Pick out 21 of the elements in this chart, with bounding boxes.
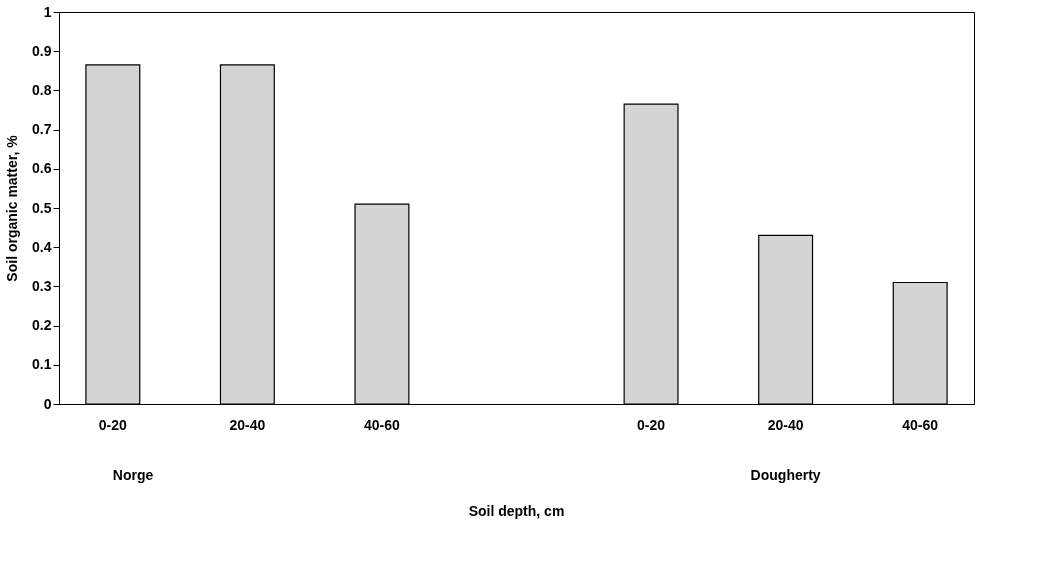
x-tick-label: 0-20 xyxy=(637,416,666,433)
y-tick-label: 0.9 xyxy=(32,42,52,59)
text: Soil depth, cm xyxy=(468,503,565,519)
text: Dougherty xyxy=(750,467,821,483)
y-tick-label: 0.5 xyxy=(32,199,52,216)
y-tick-label: 0.6 xyxy=(32,160,52,177)
text: Norge xyxy=(112,467,154,483)
x-tick-label: 40-60 xyxy=(364,416,401,433)
y-axis-title: Soil organic matter, % xyxy=(4,134,21,282)
x-tick-label: 20-40 xyxy=(767,416,804,433)
y-tick-label: 0.3 xyxy=(32,277,52,294)
x-tick-label: 20-40 xyxy=(229,416,266,433)
y-tick-label: 0.2 xyxy=(32,317,52,334)
y-tick-label: 0 xyxy=(43,395,52,412)
x-tick-label: 40-60 xyxy=(902,416,939,433)
x-tick-label: 0-20 xyxy=(98,416,128,433)
y-tick-label: 0.7 xyxy=(32,121,52,138)
y-tick-label: 0.1 xyxy=(32,356,52,373)
y-tick-label: 0.4 xyxy=(32,238,52,255)
y-tick-label: 0.8 xyxy=(32,81,52,98)
y-tick-label: 1 xyxy=(43,3,52,20)
